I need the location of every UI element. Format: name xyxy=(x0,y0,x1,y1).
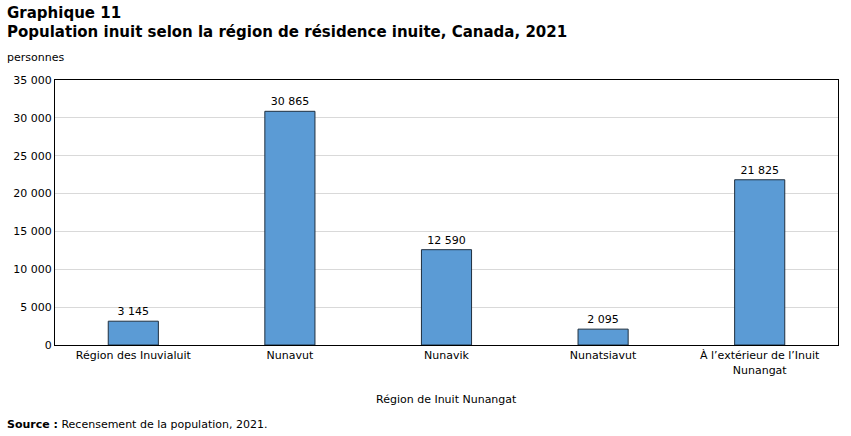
svg-text:Graphique 11: Graphique 11 xyxy=(7,4,121,22)
svg-text:Nunavik: Nunavik xyxy=(424,349,469,362)
svg-text:12 590: 12 590 xyxy=(427,234,466,247)
svg-text:À l’extérieur de l’InuitNunang: À l’extérieur de l’InuitNunangat xyxy=(700,349,820,376)
svg-text:10 000: 10 000 xyxy=(13,263,52,276)
svg-text:3 145: 3 145 xyxy=(118,305,150,318)
svg-text:personnes: personnes xyxy=(7,51,64,64)
svg-text:Source : Recensement de la pop: Source : Recensement de la population, 2… xyxy=(7,418,267,431)
svg-text:35 000: 35 000 xyxy=(13,74,52,87)
svg-text:21 825: 21 825 xyxy=(740,164,779,177)
svg-text:0: 0 xyxy=(45,339,52,352)
svg-text:Région des Inuvialuit: Région des Inuvialuit xyxy=(76,349,192,362)
svg-text:Nunatsiavut: Nunatsiavut xyxy=(570,349,637,362)
svg-text:Population inuit selon la régi: Population inuit selon la région de rési… xyxy=(7,23,567,41)
svg-text:Région de Inuit Nunangat: Région de Inuit Nunangat xyxy=(376,393,517,406)
svg-text:25 000: 25 000 xyxy=(13,150,52,163)
svg-text:2 095: 2 095 xyxy=(587,313,619,326)
svg-text:20 000: 20 000 xyxy=(13,187,52,200)
svg-text:5 000: 5 000 xyxy=(20,301,52,314)
svg-text:Nunavut: Nunavut xyxy=(267,349,314,362)
svg-text:30 000: 30 000 xyxy=(13,112,52,125)
svg-text:15 000: 15 000 xyxy=(13,225,52,238)
svg-text:30 865: 30 865 xyxy=(271,95,310,108)
